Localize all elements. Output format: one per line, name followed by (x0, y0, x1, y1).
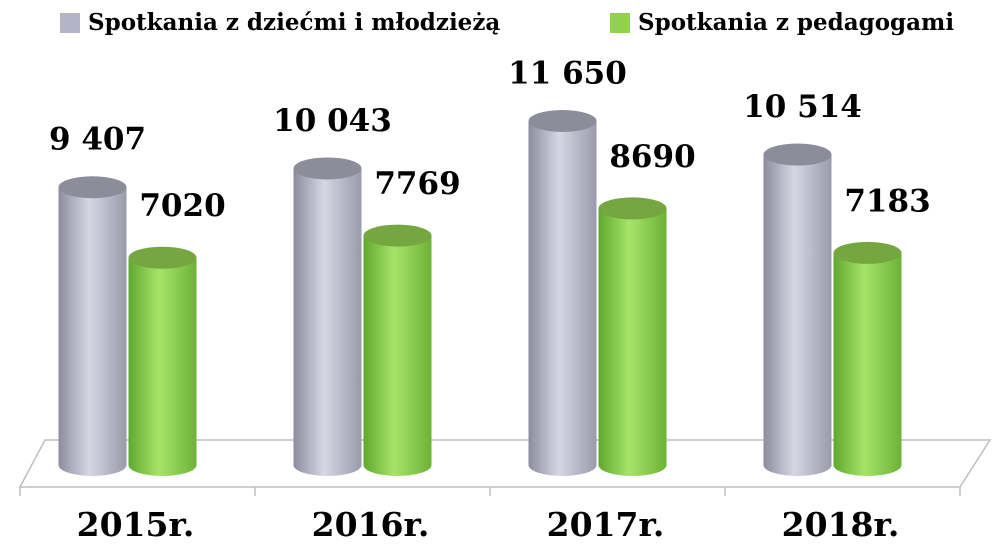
cylinder-top (528, 110, 597, 132)
data-label: 7183 (844, 183, 930, 219)
cylinder-top (293, 157, 362, 180)
bar (833, 241, 902, 476)
bar (528, 110, 597, 476)
cylinder-body (363, 235, 432, 476)
data-label: 7769 (374, 166, 460, 202)
cylinder-top (763, 143, 832, 166)
bar (58, 176, 127, 476)
data-label: 11 650 (508, 56, 627, 92)
data-label: 10 514 (743, 89, 862, 125)
data-label: 7020 (139, 188, 225, 224)
cylinder-body (763, 154, 832, 476)
data-label: 8690 (609, 139, 695, 175)
floor (18, 439, 992, 496)
legend-label: Spotkania z pedagogami (638, 9, 954, 36)
cylinder-top (833, 241, 902, 264)
legend-label: Spotkania z dziećmi i młodzieżą (88, 9, 500, 36)
cylinder-body (598, 208, 667, 476)
x-tick-label: 2016r. (312, 505, 430, 544)
cylinder-body (293, 168, 362, 476)
bar (763, 143, 832, 476)
cylinder-top (128, 246, 197, 269)
cylinder-top (363, 224, 432, 247)
x-tick-label: 2017r. (547, 505, 665, 544)
data-label: 9 407 (49, 122, 146, 158)
bar (128, 246, 197, 476)
cylinder-top (598, 197, 667, 220)
bar (293, 157, 362, 476)
cylinder-body (833, 252, 902, 476)
x-tick-label: 2015r. (77, 505, 195, 544)
x-tick-label: 2018r. (782, 505, 900, 544)
cylinder-top (58, 176, 127, 199)
legend-swatch (60, 13, 80, 33)
bar (598, 197, 667, 476)
data-label: 10 043 (273, 103, 392, 139)
cylinder-body (128, 257, 197, 476)
bar (363, 224, 432, 476)
cylinder-body (528, 121, 597, 476)
legend-swatch (610, 13, 630, 33)
cylinder-body (58, 187, 127, 476)
